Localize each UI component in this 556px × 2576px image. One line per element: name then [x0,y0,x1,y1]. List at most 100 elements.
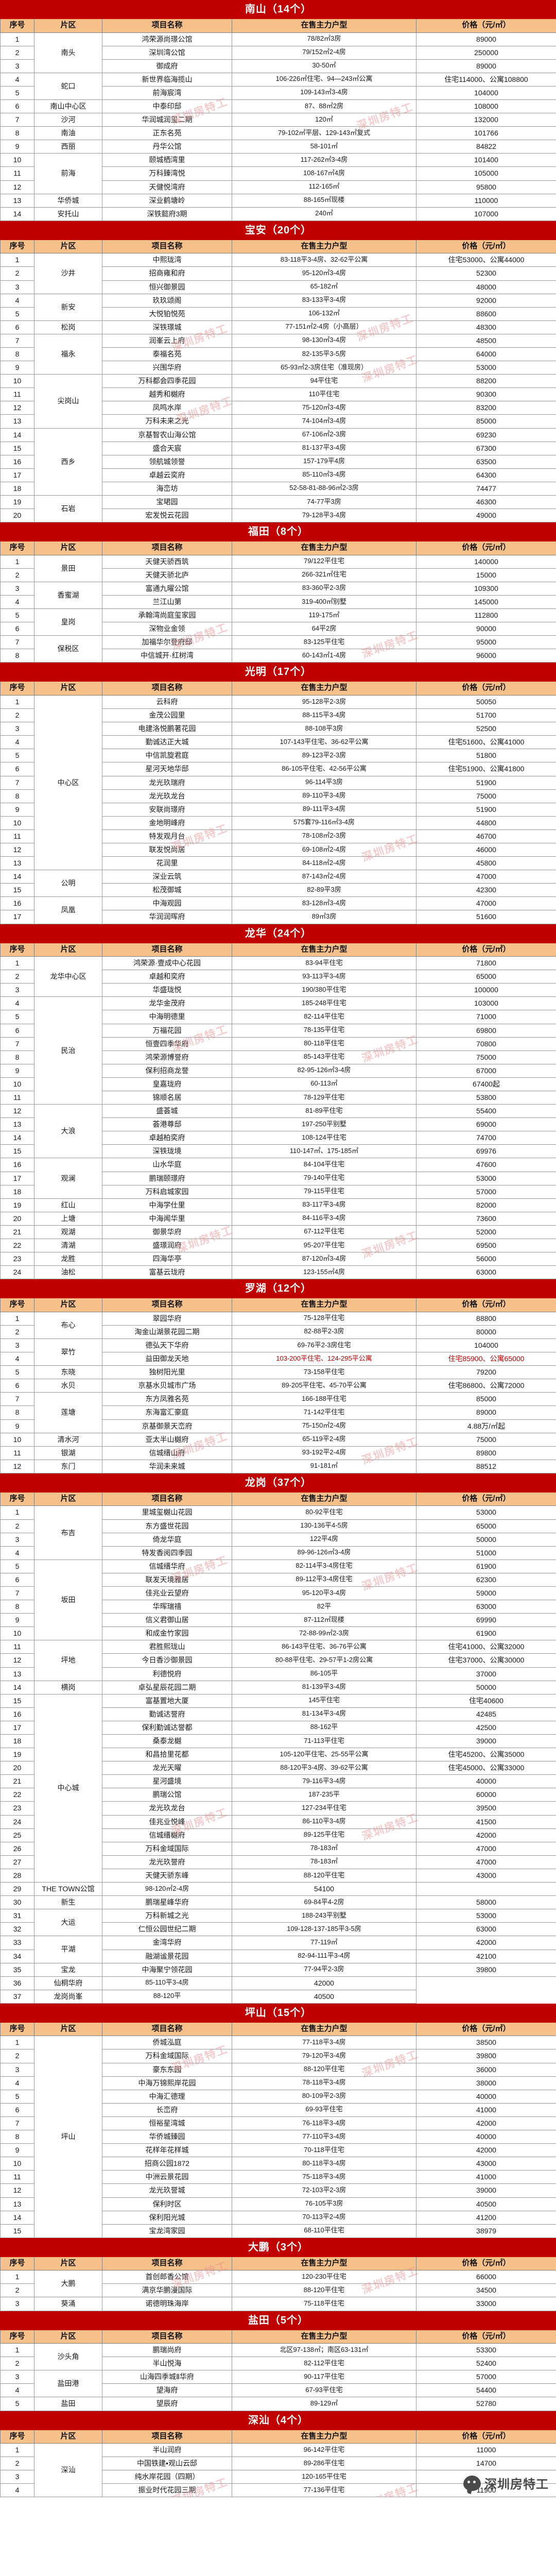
row-index: 8 [0,2130,34,2144]
column-header-row: 序号 片区 项目名称 在售主力户型 价格（元/㎡） [0,239,556,254]
price-cell: 48300 [415,320,556,334]
unit-type-cell: 82-114平3-4房住宅 [232,1559,416,1573]
district-banner-label: 罗湖（12个） [0,1279,556,1299]
unit-type-cell: 71-113平住宅 [232,1734,416,1749]
price-cell: 73600 [415,1211,556,1226]
unit-type-cell: 69-76平2-3房住宅 [232,1338,416,1353]
table-row: 9 保利招商龙誉 82-95-126㎡3-4房 67000 [0,1063,556,1078]
row-index: 33 [0,1936,34,1950]
unit-type-cell: 67-106㎡2-3房 [232,428,416,442]
project-name-cell: 花样年花样城 [102,2143,232,2158]
table-row: 1 深汕 半山润府 96-142平住宅 11000 [0,2443,556,2498]
district-banner: 光明（17个） [0,663,556,682]
column-header-row: 序号 片区 项目名称 在售主力户型 价格（元/㎡） [0,1298,556,1312]
project-name-cell: 深铁懿府3期 [102,207,232,221]
project-name-cell: 信义君御山居 [102,1613,232,1628]
project-name-cell: 中海万锦熙岸花园 [102,2076,232,2090]
unit-type-cell: 79-116平3-4房 [232,1774,416,1789]
table-row: 11 越秀和樾府 110平住宅 90300 [0,387,556,402]
unit-type-cell: 82-135平3-5房 [232,347,416,362]
col-header-area: 片区 [34,942,102,957]
area-cell: 华侨城 [34,193,102,208]
area-cell: 坂田 [34,1559,102,1641]
row-index: 11 [0,1090,34,1105]
price-cell: 56000 [415,1252,556,1266]
table-row: 24 佳兆业悦峰 86-110平3-4房 41500 [0,1815,556,1829]
price-cell: 85000 [415,1392,556,1406]
table-row: 7 福永 润峯云上府 98-130㎡3-4房 48500 [0,333,556,375]
unit-type-cell: 74-77平3房 [232,495,416,510]
price-cell: 89000 [415,1405,556,1420]
project-name-cell: 中海闻华里 [102,1211,232,1226]
row-index: 17 [0,910,34,924]
unit-type-cell: 240㎡ [232,207,416,221]
row-index: 23 [0,1252,34,1266]
table-row: 22 清湖 盛璟润府 95-207平住宅 69500 [0,1238,556,1253]
table-row: 2 东方盛世花园 130-136平4-5房 65000 [0,1519,556,1533]
row-index: 10 [0,153,34,167]
price-cell: 11000 [416,2443,556,2458]
project-name-cell: 越秀和樾府 [102,387,232,402]
row-index: 16 [0,1158,34,1172]
project-name-cell: 天健天骄西筑 [102,554,232,569]
price-cell: 60000 [415,1788,556,1802]
price-cell: 53000 [415,1171,556,1185]
price-cell: 38979 [415,2224,556,2238]
unit-type-cell: 120-230平住宅 [232,2270,416,2284]
price-cell: 89000 [415,59,556,73]
unit-type-cell: 77-151㎡2-4房（小高层） [232,320,416,334]
project-name-cell: 鹏瑞颐璟府 [102,1171,232,1185]
table-row: 12 东门 华润未来城 91-181㎡ 88512 [0,1459,556,1473]
col-header-type: 在售主力户型 [232,2429,416,2444]
project-name-cell: 勤诚达誉府 [102,1707,232,1721]
price-cell: 61900 [415,1626,556,1641]
project-name-cell: 承翰湾尚庭玺家园 [102,608,232,623]
table-row: 1 布心 翠园华府 75-128平住宅 88800 [0,1311,556,1339]
unit-type-cell: 88-165㎡现楼 [232,193,416,208]
price-cell: 44800 [415,816,556,830]
project-name-cell: 荟港尊邸 [102,1117,232,1132]
unit-type-cell: 77-110平3-4房 [232,2130,416,2144]
unit-type-cell: 82-95-126㎡3-4房 [232,1063,416,1078]
price-cell: 80000 [415,1325,556,1339]
area-cell: 沙河 [34,113,102,127]
area-cell: 西乡 [34,428,102,496]
price-cell: 48500 [415,333,556,348]
table-row: 20 宏发悦云花园 79-128平3-4房 49000 [0,509,556,523]
row-index: 8 [0,1600,34,1614]
price-cell: 住宅45000、公寓33000 [415,1761,556,1775]
row-index: 20 [0,1761,34,1775]
row-index: 13 [0,1117,34,1132]
table-row: 2 万科金域国际 79-120平3-4房 39800 [0,2049,556,2063]
project-name-cell: 安联尚璟府 [102,802,232,817]
table-row: 25 信城缙樾府 89-125平住宅 42000 [0,1828,556,1842]
unit-type-cell: 89-129㎡ [232,2397,416,2411]
col-header-price: 价格（元/㎡） [416,2256,556,2271]
unit-type-cell: 88-120平3-4房、39-62平公寓 [232,1761,416,1775]
unit-type-cell: 89-123平2-3房 [232,749,416,763]
project-name-cell: 龙岗尚峯 [34,1989,102,2004]
project-name-cell: 东方盛世花园 [102,1519,232,1533]
table-row: 12 龙光玖誉城 72-103平2-3房 39000 [0,2183,556,2198]
row-index: 2 [0,2357,34,2371]
price-cell: 住宅51900、公寓41800 [415,762,556,776]
row-index: 7 [0,635,34,650]
row-index: 24 [0,1265,34,1280]
project-name-cell: 中泰印邸 [102,99,232,114]
price-cell: 63000 [415,1922,556,1937]
col-header-area: 片区 [34,19,102,33]
project-name-cell: 翠园华府 [102,1311,232,1326]
col-header-area: 片区 [34,2329,102,2344]
project-name-cell: 华侨城臻园 [102,2130,232,2144]
project-name-cell: 中海明德里 [102,1010,232,1024]
row-index: 6 [0,1379,34,1393]
row-index: 14 [0,207,34,221]
project-name-cell: 卓弘星辰花园二期 [102,1680,232,1694]
area-cell: 公明 [34,870,102,897]
project-name-cell: 深铁珑境 [102,1144,232,1159]
project-name-cell: 东海富汇豪庭 [102,1405,232,1420]
row-index: 10 [0,374,34,388]
price-cell: 95800 [415,180,556,194]
price-cell: 84822 [415,140,556,154]
price-cell: 54100 [232,1882,416,1896]
